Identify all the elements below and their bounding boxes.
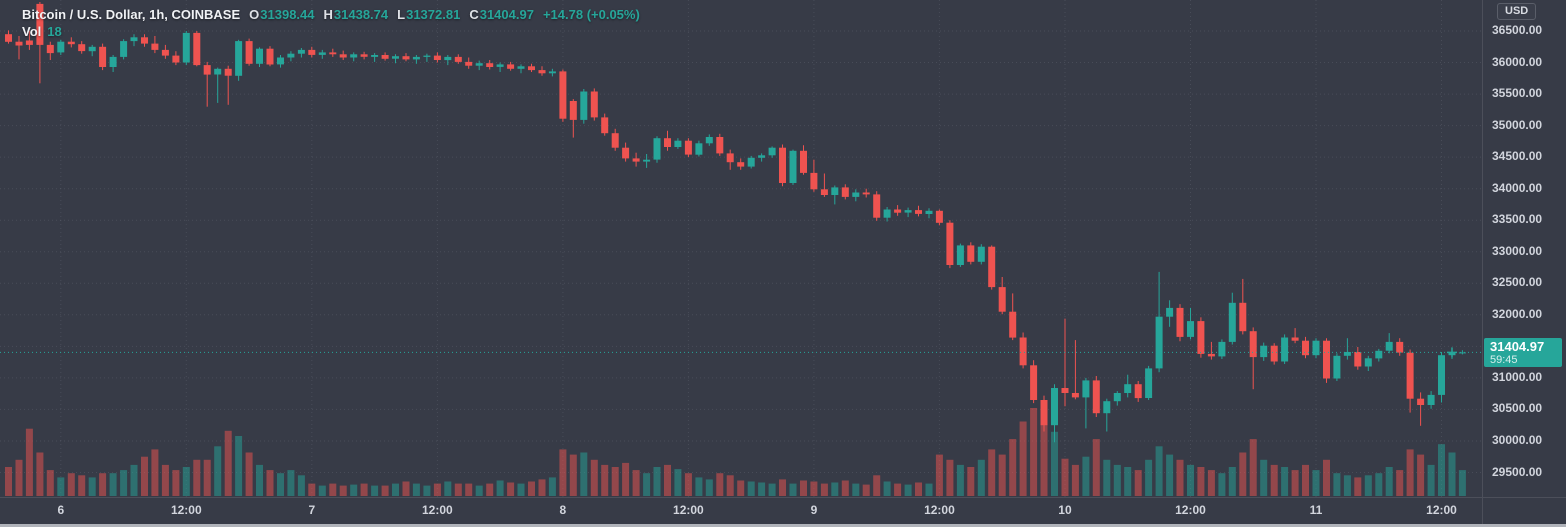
price-tick-label: 33000.00 (1492, 243, 1543, 258)
volume-label[interactable]: Vol (22, 24, 42, 39)
time-tick-label: 12:00 (422, 503, 453, 517)
price-tick-label: 31000.00 (1492, 369, 1543, 384)
price-tick-label: 34000.00 (1492, 180, 1543, 195)
time-tick-label: 8 (559, 503, 567, 517)
last-price-value: 31404.97 (1490, 338, 1545, 354)
price-tick-label: 32000.00 (1492, 306, 1543, 321)
price-tick-label: 35500.00 (1492, 86, 1543, 101)
time-tick-label: 12:00 (170, 503, 202, 517)
time-tick-label: 12:00 (1426, 503, 1457, 517)
price-tick-label: 30000.00 (1492, 432, 1543, 447)
legend-ohlc-row: Bitcoin / U.S. Dollar, 1h, COINBASE O 313… (22, 6, 640, 23)
close-label: C (469, 7, 479, 22)
price-tick-label: 32500.00 (1492, 275, 1543, 290)
open-label: O (249, 7, 260, 22)
horizontal-scrollbar[interactable] (0, 524, 1566, 527)
time-axis[interactable]: 6 12:00 7 12:00 8 12:00 9 12:00 10 12:00 11 12:00 (0, 497, 1482, 525)
change-value: +14.78 (+0.05%) (542, 7, 640, 22)
price-tick-label: 36500.00 (1492, 23, 1543, 37)
candlestick-chart[interactable] (0, 0, 1482, 527)
time-tick-label: 9 (810, 503, 818, 517)
last-price-label: 31404.97 59:45 (1484, 337, 1562, 367)
high-value: 31438.74 (333, 7, 389, 22)
symbol-legend: Bitcoin / U.S. Dollar, 1h, COINBASE O 313… (22, 6, 640, 40)
close-value: 31404.97 (479, 7, 534, 22)
price-tick-label: 34500.00 (1492, 149, 1543, 164)
price-tick-label: 33500.00 (1492, 212, 1543, 227)
time-tick-label: 11 (1309, 503, 1323, 517)
price-axis[interactable]: USD 31404.97 59:45 36500.00 36000.00 35500… (1482, 0, 1566, 497)
axis-corner (1482, 497, 1566, 525)
time-tick-label: 12:00 (673, 503, 704, 517)
price-tick-label: 35000.00 (1492, 117, 1543, 132)
legend-volume-row: Vol 18 (22, 23, 640, 40)
time-tick-label: 6 (57, 503, 65, 517)
currency-button[interactable]: USD (1497, 3, 1537, 20)
time-tick-label: 12:00 (1175, 503, 1206, 517)
time-tick-label: 10 (1058, 503, 1072, 517)
volume-value: 18 (47, 24, 62, 39)
price-tick-label: 36000.00 (1492, 54, 1543, 69)
open-value: 31398.44 (260, 7, 315, 22)
high-label: H (323, 7, 333, 22)
low-value: 31372.81 (406, 7, 461, 22)
symbol-title[interactable]: Bitcoin / U.S. Dollar, 1h, COINBASE (22, 7, 241, 22)
price-tick-label: 30500.00 (1492, 401, 1543, 416)
time-tick-label: 12:00 (924, 503, 955, 517)
time-tick-label: 7 (308, 503, 316, 517)
bar-countdown: 59:45 (1490, 353, 1518, 366)
low-label: L (397, 7, 406, 22)
price-tick-label: 29500.00 (1492, 464, 1543, 479)
